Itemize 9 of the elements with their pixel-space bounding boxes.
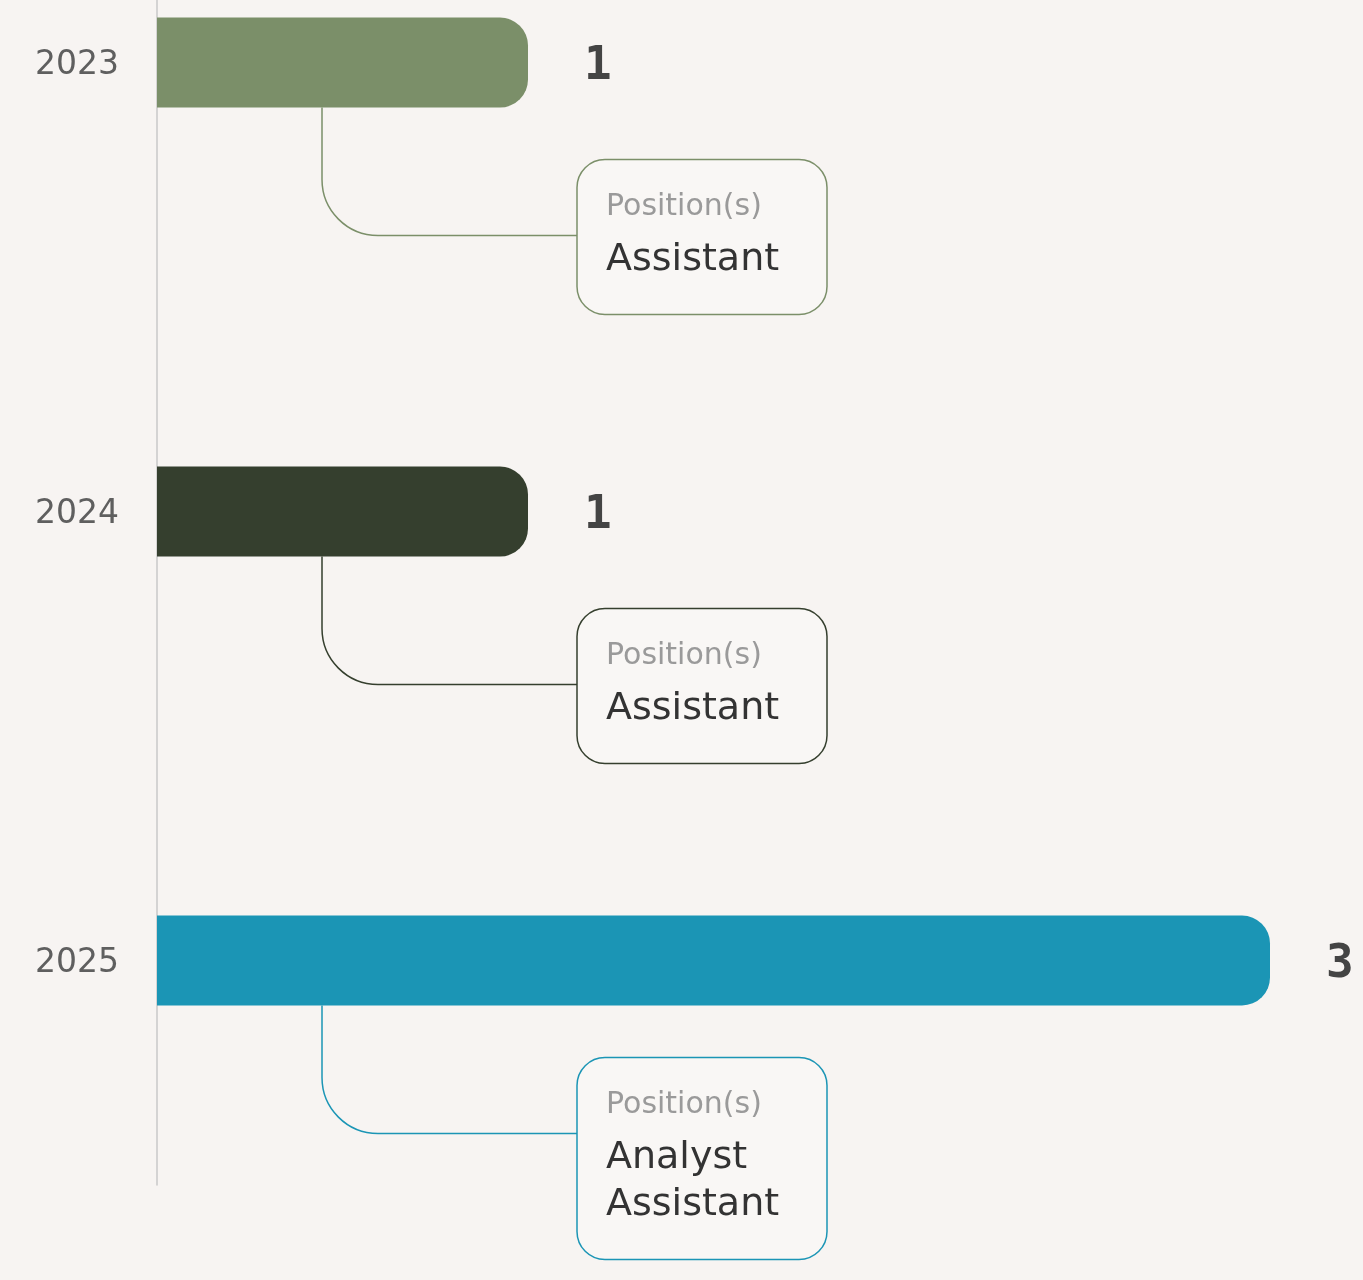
y-tick-label: 2025 <box>35 941 119 980</box>
y-tick-label: 2023 <box>35 43 119 82</box>
annotation: Position(s) Assistant <box>606 187 780 279</box>
data-label: 1 <box>584 35 612 90</box>
data-label: 3 <box>1326 933 1354 988</box>
annotation: Position(s) Assistant <box>606 636 780 728</box>
y-tick-label: 2024 <box>35 492 119 531</box>
annotation: Position(s) Analyst Assistant <box>606 1085 780 1224</box>
data-label: 1 <box>584 484 612 539</box>
